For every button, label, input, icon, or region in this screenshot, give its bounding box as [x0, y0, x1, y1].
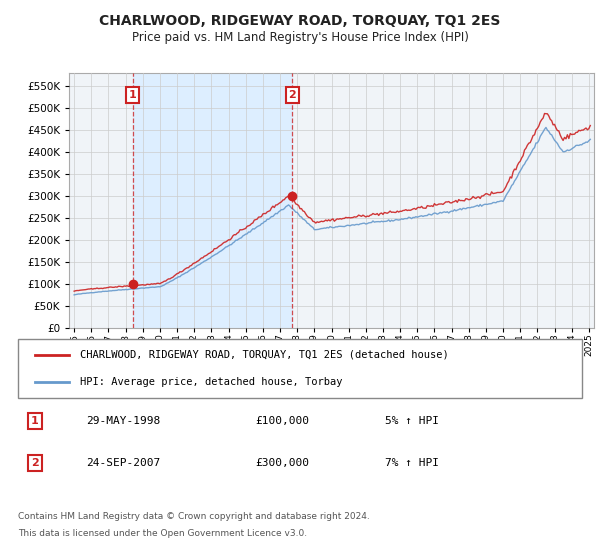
Text: HPI: Average price, detached house, Torbay: HPI: Average price, detached house, Torb…: [80, 377, 343, 387]
Text: £300,000: £300,000: [255, 458, 309, 468]
Text: This data is licensed under the Open Government Licence v3.0.: This data is licensed under the Open Gov…: [18, 529, 307, 538]
FancyBboxPatch shape: [18, 339, 582, 398]
Text: 2: 2: [31, 458, 39, 468]
Text: 1: 1: [31, 416, 39, 426]
Text: Contains HM Land Registry data © Crown copyright and database right 2024.: Contains HM Land Registry data © Crown c…: [18, 512, 370, 521]
Text: CHARLWOOD, RIDGEWAY ROAD, TORQUAY, TQ1 2ES: CHARLWOOD, RIDGEWAY ROAD, TORQUAY, TQ1 2…: [100, 14, 500, 28]
Text: £100,000: £100,000: [255, 416, 309, 426]
Bar: [133, 73, 292, 328]
Text: 5% ↑ HPI: 5% ↑ HPI: [385, 416, 439, 426]
Text: CHARLWOOD, RIDGEWAY ROAD, TORQUAY, TQ1 2ES (detached house): CHARLWOOD, RIDGEWAY ROAD, TORQUAY, TQ1 2…: [80, 349, 449, 360]
Text: 2: 2: [289, 90, 296, 100]
Text: Price paid vs. HM Land Registry's House Price Index (HPI): Price paid vs. HM Land Registry's House …: [131, 31, 469, 44]
Text: 29-MAY-1998: 29-MAY-1998: [86, 416, 160, 426]
Text: 7% ↑ HPI: 7% ↑ HPI: [385, 458, 439, 468]
Text: 1: 1: [129, 90, 137, 100]
Text: 24-SEP-2007: 24-SEP-2007: [86, 458, 160, 468]
